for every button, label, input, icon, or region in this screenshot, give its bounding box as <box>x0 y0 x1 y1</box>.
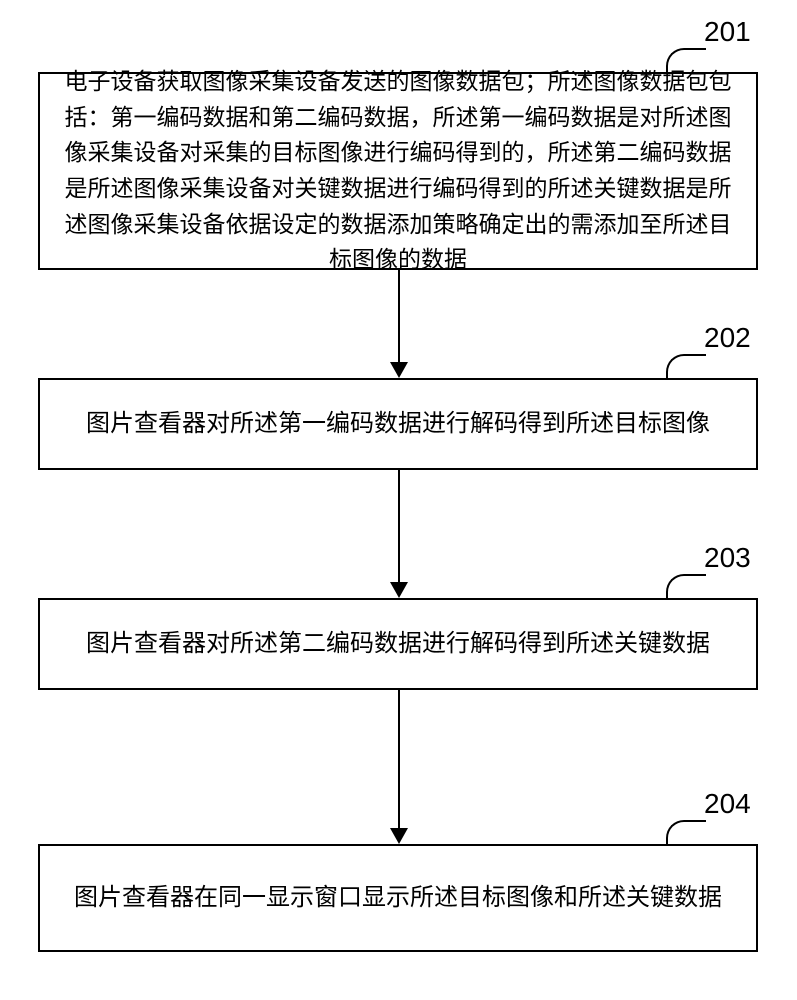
step-text-201: 电子设备获取图像采集设备发送的图像数据包；所述图像数据包包括：第一编码数据和第二… <box>54 64 742 278</box>
step-text-203: 图片查看器对所述第二编码数据进行解码得到所述关键数据 <box>86 625 710 662</box>
step-box-202: 图片查看器对所述第一编码数据进行解码得到所述目标图像 <box>38 378 758 470</box>
arrow-head-202-203 <box>390 582 408 598</box>
callout-202 <box>666 354 706 378</box>
step-label-202: 202 <box>704 322 751 354</box>
step-label-201: 201 <box>704 16 751 48</box>
arrow-head-203-204 <box>390 828 408 844</box>
callout-204 <box>666 820 706 844</box>
step-label-203: 203 <box>704 542 751 574</box>
step-box-204: 图片查看器在同一显示窗口显示所述目标图像和所述关键数据 <box>38 844 758 952</box>
arrow-202-203 <box>398 470 400 582</box>
arrow-203-204 <box>398 690 400 828</box>
step-text-204: 图片查看器在同一显示窗口显示所述目标图像和所述关键数据 <box>74 879 722 916</box>
callout-203 <box>666 574 706 598</box>
step-label-204: 204 <box>704 788 751 820</box>
step-box-203: 图片查看器对所述第二编码数据进行解码得到所述关键数据 <box>38 598 758 690</box>
flowchart-canvas: 201 电子设备获取图像采集设备发送的图像数据包；所述图像数据包包括：第一编码数… <box>0 0 797 1000</box>
arrow-201-202 <box>398 270 400 362</box>
step-box-201: 电子设备获取图像采集设备发送的图像数据包；所述图像数据包包括：第一编码数据和第二… <box>38 72 758 270</box>
step-text-202: 图片查看器对所述第一编码数据进行解码得到所述目标图像 <box>86 405 710 442</box>
arrow-head-201-202 <box>390 362 408 378</box>
